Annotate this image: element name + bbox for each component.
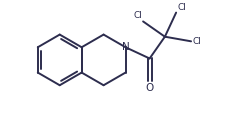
Text: Cl: Cl (177, 3, 186, 12)
Text: Cl: Cl (192, 37, 201, 46)
Text: Cl: Cl (133, 11, 142, 20)
Text: N: N (122, 42, 129, 52)
Text: O: O (145, 83, 154, 93)
